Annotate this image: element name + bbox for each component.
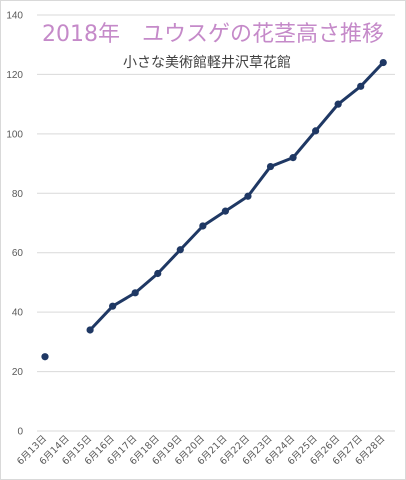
gridlines — [37, 14, 395, 432]
y-tick-label: 20 — [12, 367, 24, 378]
y-tick-label: 40 — [12, 308, 24, 319]
series-line — [88, 61, 385, 332]
y-tick-label: 0 — [17, 427, 23, 438]
data-point — [131, 289, 139, 297]
series-layer — [41, 58, 387, 361]
data-point — [199, 222, 207, 230]
data-point — [312, 127, 320, 135]
data-point — [266, 162, 275, 171]
data-point — [357, 82, 365, 90]
y-tick-label: 60 — [12, 248, 24, 259]
data-point — [86, 326, 94, 334]
data-point — [244, 192, 252, 200]
y-tick-label: 120 — [6, 70, 23, 81]
data-point — [334, 100, 342, 108]
y-tick-label: 80 — [12, 189, 24, 200]
data-point — [221, 207, 229, 215]
y-tick-label: 140 — [6, 11, 23, 22]
y-axis-ticks: 0 20 40 60 80 100 120 140 — [6, 11, 23, 438]
chart-title: 2018年 ユウスゲの花茎高さ推移 — [42, 22, 384, 47]
data-point — [41, 353, 49, 361]
data-point — [154, 269, 162, 278]
chart-subtitle: 小さな美術館軽井沢草花館 — [123, 54, 291, 71]
x-axis-ticks: 6月13日6月14日6月15日6月16日6月17日6月18日6月19日6月20日… — [15, 433, 387, 467]
data-point — [176, 246, 184, 254]
y-tick-label: 100 — [6, 129, 23, 140]
data-point — [289, 154, 297, 162]
data-point — [379, 58, 387, 67]
data-point — [109, 302, 117, 310]
